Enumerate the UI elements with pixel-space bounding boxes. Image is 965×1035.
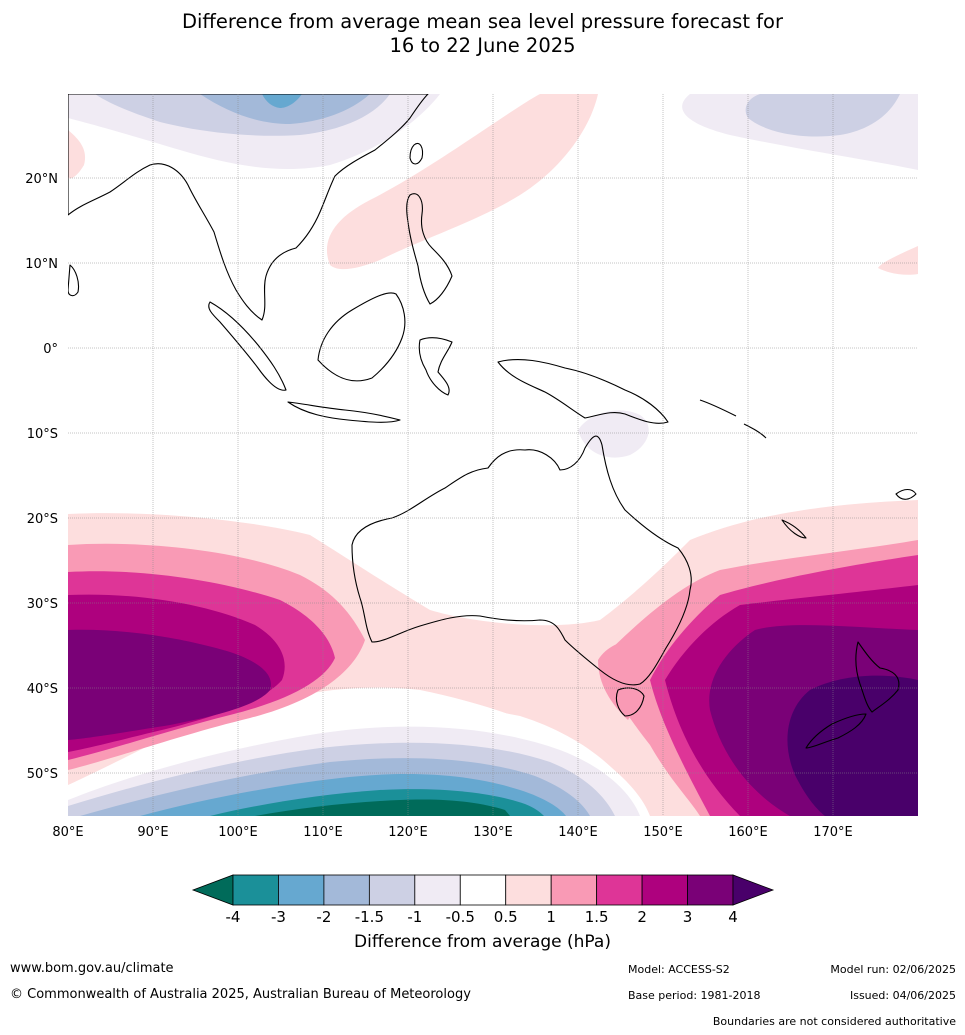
new-zealand-north-outline [855,641,900,713]
colorbar-swatch [368,874,416,906]
lat-label: 20°S [27,512,58,527]
lon-label: 110°E [303,825,343,840]
sri-lanka-outline [68,264,80,297]
lat-label: 20°N [25,172,58,187]
colorbar: -4 -3 -2 -1.5 -1 -0.5 0.5 1 1.5 2 3 4 [191,874,775,926]
colorbar-tick-label: 2 [637,908,647,926]
title-line-1: Difference from average mean sea level p… [182,10,783,33]
colorbar-swatch [232,874,279,906]
model-run-date: Model run: 02/06/2025 [830,963,956,976]
website-link[interactable]: www.bom.gov.au/climate [10,961,174,976]
colorbar-swatch [278,874,325,906]
colorbar-tick-label: 3 [683,908,693,926]
colorbar-tick-label: 0.5 [494,908,518,926]
lat-label: 30°S [27,597,58,612]
lon-label: 140°E [558,825,598,840]
lon-label: 80°E [52,825,83,840]
anomaly-west-edge [68,130,86,179]
lon-label: 90°E [137,825,168,840]
colorbar-swatch [596,874,643,906]
issued-date: Issued: 04/06/2025 [849,989,956,1002]
colorbar-tick-label: 4 [728,908,738,926]
longitude-labels: 80°E 90°E 100°E 110°E 120°E 130°E 140°E … [52,825,852,840]
taiwan-outline [409,142,424,165]
colorbar-tick-label: -2 [316,908,331,926]
colorbar-swatch [505,874,552,906]
colorbar-swatch [414,874,461,906]
model-name: Model: ACCESS-S2 [628,963,730,976]
title-line-2: 16 to 22 June 2025 [389,34,576,57]
lon-label: 130°E [473,825,513,840]
lon-label: 120°E [388,825,428,840]
java-outline [287,401,401,423]
map-title: Difference from average mean sea level p… [0,10,965,58]
colorbar-tick-label: 1 [546,908,556,926]
anomaly-new-guinea [578,410,649,458]
lat-label: 10°S [27,427,58,442]
anomaly-west-high-4 [68,629,271,740]
lon-label: 160°E [728,825,768,840]
colorbar-swatch [687,874,734,906]
colorbar-tick-label: -0.5 [446,908,475,926]
anomaly-east-edge [878,246,918,275]
colorbar-tick-label: -3 [271,908,286,926]
lat-label: 0° [43,342,58,357]
anomaly-north-asia-4 [262,94,302,108]
anomaly-east-high-5 [787,675,918,816]
colorbar-arrow-high [732,874,775,906]
colorbar-tick-label: -1 [407,908,422,926]
anomaly-philippine-sea [326,94,598,270]
borneo-outline [317,292,406,382]
australia-outline [351,435,692,686]
anomaly-nw-pacific-2 [745,94,900,137]
lat-label: 50°S [27,767,58,782]
anomaly-north-asia-3 [200,94,370,124]
colorbar-swatch [550,874,598,906]
new-caledonia-outline [781,519,807,539]
colorbar-title: Difference from average (hPa) [354,932,611,952]
asia-mainland-outline [68,94,429,321]
copyright-text: © Commonwealth of Australia 2025, Austra… [10,987,471,1002]
lat-label: 40°S [27,682,58,697]
colorbar-swatch [459,874,507,906]
anomaly-southern-ocean-6 [255,799,510,816]
lon-label: 100°E [218,825,258,840]
lon-label: 150°E [643,825,683,840]
coastlines [68,94,917,749]
base-period: Base period: 1981-2018 [628,989,761,1002]
anomaly-bass-strait [598,640,655,720]
sulawesi-outline [418,337,453,396]
new-zealand-south-outline [805,713,867,749]
solomon-islands-outline [699,399,767,439]
colorbar-tick-label: -4 [226,908,241,926]
boundaries-disclaimer: Boundaries are not considered authoritat… [712,1015,956,1028]
graticule [68,94,918,816]
colorbar-tick-label: 1.5 [585,908,609,926]
colorbar-swatch [641,874,688,906]
latitude-labels: 20°N 10°N 0° 10°S 20°S 30°S 40°S 50°S [25,172,58,782]
fiji-outline [895,488,917,500]
lon-label: 170°E [813,825,853,840]
tasmania-outline [615,687,645,717]
colorbar-arrow-low [191,874,234,906]
new-guinea-outline [497,359,669,424]
colorbar-swatch [323,874,370,906]
sumatra-outline [208,301,287,391]
philippines-outline [406,193,453,305]
colorbar-tick-label: -1.5 [355,908,384,926]
lat-label: 10°N [25,257,58,272]
